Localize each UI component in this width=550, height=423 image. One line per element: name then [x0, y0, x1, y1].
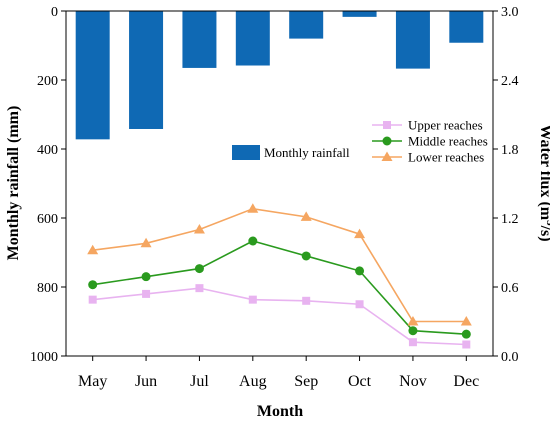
y-left-tick-label: 400: [37, 143, 58, 158]
y-right-tick-label: 1.2: [501, 212, 519, 227]
point-upper-sep: [302, 296, 311, 305]
point-lower-jun: [140, 237, 152, 248]
point-middle-dec: [461, 329, 471, 339]
rainfall-bar-aug: [235, 11, 270, 66]
rainfall-bar-nov: [395, 11, 430, 69]
lines-group: [87, 203, 472, 349]
point-middle-nov: [408, 326, 418, 336]
plot-frame: [65, 10, 494, 357]
y-right-tick-label: 3.0: [501, 5, 519, 20]
point-lower-sep: [300, 211, 312, 221]
point-middle-jul: [194, 264, 204, 274]
y-right-tick-label: 1.8: [501, 143, 519, 158]
x-tick-label: Dec: [453, 373, 479, 390]
point-middle-may: [88, 280, 98, 290]
y-left-tick-label: 800: [37, 281, 58, 296]
x-tick-label: Jul: [190, 373, 209, 390]
y-left-tick-label: 1000: [30, 350, 58, 365]
point-upper-may: [88, 295, 97, 304]
y-axis-right-title: Water flux (m3/s): [537, 124, 550, 241]
legend-marker: [381, 151, 393, 161]
rainfall-bar-sep: [289, 11, 324, 39]
point-lower-aug: [247, 203, 259, 213]
point-upper-aug: [248, 295, 257, 304]
legend-marker: [383, 121, 391, 129]
x-tick-label: May: [78, 373, 107, 390]
point-upper-dec: [462, 340, 471, 349]
x-tick-label: Nov: [399, 373, 427, 390]
y-left-tick-label: 600: [37, 212, 58, 227]
axes-group: 0 200 400 600 800 1000 0.0 0.6 1.2 1.8 2.4 3.0 May Ju…: [30, 5, 519, 390]
y-right-tick-label: 0.0: [501, 350, 519, 365]
point-lower-jul: [193, 224, 205, 234]
legend-label-lower: Lower reaches: [408, 150, 484, 165]
x-tick-label: Jun: [135, 373, 157, 390]
point-lower-may: [87, 244, 99, 255]
point-lower-nov: [407, 316, 419, 326]
y-axis-left-title: Monthly rainfall (mm): [5, 106, 22, 261]
legend-marker: [382, 136, 392, 146]
y-right-tick-label: 0.6: [501, 281, 519, 296]
x-tick-label: Aug: [239, 373, 267, 390]
bars-group: [75, 11, 484, 140]
line-upper-reaches: [92, 287, 467, 346]
rainfall-bar-may: [75, 11, 110, 140]
legend-bar-swatch: [232, 145, 260, 160]
point-upper-oct: [355, 300, 364, 309]
y-left-tick-label: 0: [51, 5, 58, 20]
point-upper-nov: [408, 338, 417, 347]
point-lower-dec: [460, 316, 472, 326]
x-tick-label: Sep: [294, 373, 318, 390]
x-tick-label: Oct: [348, 373, 372, 390]
point-lower-oct: [354, 228, 366, 239]
legend-bar: Monthly rainfall: [232, 145, 350, 160]
legend-label-middle: Middle reaches: [408, 134, 488, 149]
point-middle-oct: [355, 266, 365, 276]
line-lower-reaches: [92, 207, 467, 323]
rainfall-bar-oct: [342, 11, 377, 17]
rainfall-bar-jul: [182, 11, 217, 68]
line-middle-reaches: [92, 240, 467, 335]
legend-label-upper: Upper reaches: [408, 118, 483, 133]
y-right-tick-label: 2.4: [501, 74, 519, 89]
x-axis-title: Month: [257, 403, 303, 420]
rainfall-bar-jun: [129, 11, 164, 129]
y-left-tick-label: 200: [37, 74, 58, 89]
point-upper-jun: [142, 289, 151, 298]
point-middle-sep: [301, 251, 311, 261]
rainfall-bar-dec: [449, 11, 484, 43]
point-middle-aug: [248, 236, 258, 246]
point-upper-jul: [195, 284, 204, 293]
point-middle-jun: [141, 272, 151, 282]
legend-bar-label: Monthly rainfall: [264, 145, 350, 160]
